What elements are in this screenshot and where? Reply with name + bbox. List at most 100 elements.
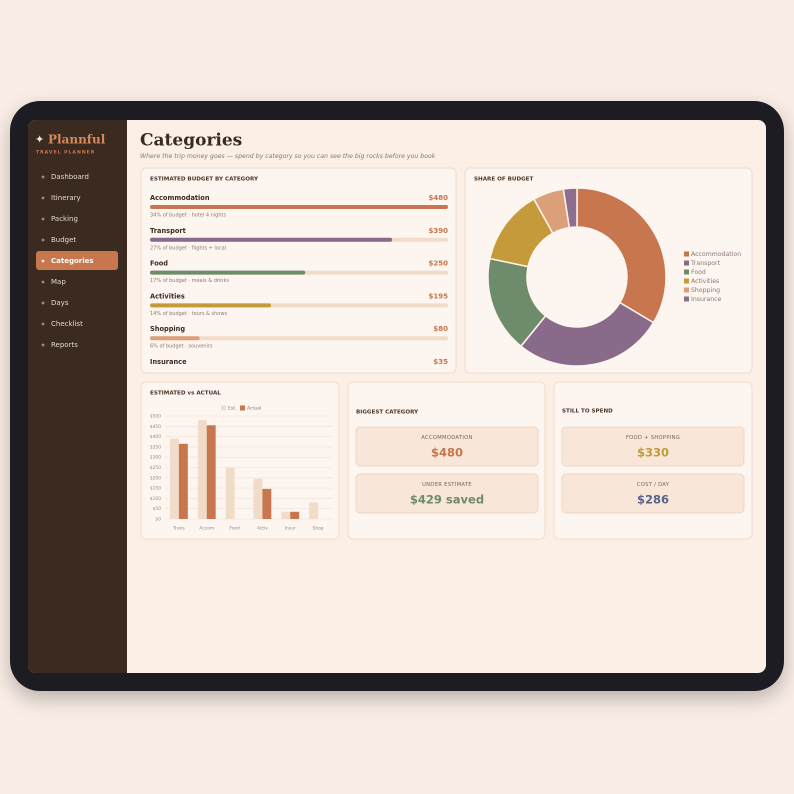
x-tick-label: Trans bbox=[172, 526, 185, 532]
bar bbox=[281, 511, 291, 519]
bar bbox=[150, 336, 200, 341]
bar bbox=[150, 303, 272, 308]
x-tick-label: Accom bbox=[199, 526, 214, 532]
page-subtitle: Where the trip money goes — spend by cat… bbox=[140, 152, 436, 160]
nav-item[interactable]: Categories bbox=[51, 257, 94, 265]
pie-slice bbox=[576, 187, 667, 324]
bar bbox=[178, 443, 188, 519]
value-label: $250 bbox=[429, 260, 449, 268]
legend-swatch bbox=[221, 405, 226, 411]
stat-label: COST / DAY bbox=[637, 482, 670, 488]
stat-card bbox=[355, 426, 539, 467]
bar-note: 14% of budget · tours & shows bbox=[150, 311, 227, 317]
y-tick-label: $400 bbox=[150, 434, 161, 440]
nav-dot bbox=[41, 217, 45, 221]
legend-label: Est. bbox=[228, 406, 237, 412]
nav-dot bbox=[41, 322, 45, 326]
card bbox=[140, 381, 340, 540]
legend-label: Shopping bbox=[691, 287, 720, 294]
card-title: ESTIMATED vs ACTUAL bbox=[150, 391, 221, 397]
nav-item[interactable]: Checklist bbox=[51, 320, 83, 328]
bar bbox=[197, 420, 207, 519]
nav-dot bbox=[41, 280, 45, 284]
legend-label: Activities bbox=[691, 278, 719, 285]
card-title: BIGGEST CATEGORY bbox=[356, 410, 419, 416]
nav-dot bbox=[41, 301, 45, 305]
y-tick-label: $500 bbox=[150, 414, 161, 420]
stat-label: ACCOMMODATION bbox=[421, 435, 472, 441]
bar bbox=[225, 467, 235, 519]
nav-dot bbox=[41, 196, 45, 200]
value-label: $390 bbox=[429, 227, 449, 235]
value-label: $35 bbox=[433, 358, 448, 366]
legend-label: Transport bbox=[690, 260, 721, 267]
bar-track bbox=[150, 336, 448, 341]
logo-star: ✦ bbox=[35, 133, 44, 146]
legend-swatch bbox=[684, 287, 689, 293]
legend-swatch bbox=[684, 278, 689, 284]
x-tick-label: Shop bbox=[313, 526, 324, 532]
nav-dot bbox=[41, 259, 45, 263]
bar bbox=[150, 237, 393, 242]
logo: Plannful bbox=[48, 133, 106, 147]
card-title: ESTIMATED BUDGET BY CATEGORY bbox=[150, 177, 259, 183]
legend-label: Actual bbox=[247, 406, 261, 412]
nav-dot bbox=[41, 238, 45, 242]
bar bbox=[170, 438, 179, 519]
bar-note: 6% of budget · souvenirs bbox=[150, 344, 213, 350]
nav-item[interactable]: Days bbox=[51, 299, 69, 307]
bar-note: 27% of budget · flights + local bbox=[150, 245, 226, 251]
value-label: $480 bbox=[429, 194, 449, 202]
legend-label: Accommodation bbox=[691, 251, 741, 258]
stat-label: UNDER ESTIMATE bbox=[422, 482, 472, 488]
x-tick-label: Insur bbox=[285, 526, 296, 532]
category-name: Shopping bbox=[150, 325, 185, 333]
category-name: Insurance bbox=[150, 358, 187, 366]
y-tick-label: $100 bbox=[150, 496, 161, 502]
stat-value: $330 bbox=[637, 446, 669, 460]
y-tick-label: $200 bbox=[150, 475, 161, 481]
y-tick-label: $150 bbox=[150, 486, 161, 492]
nav-item[interactable]: Itinerary bbox=[51, 194, 81, 202]
nav-item[interactable]: Budget bbox=[51, 236, 76, 244]
nav-item[interactable]: Reports bbox=[51, 341, 78, 349]
x-tick-label: Food bbox=[229, 526, 240, 532]
nav-item[interactable]: Packing bbox=[51, 215, 78, 223]
y-tick-label: $50 bbox=[153, 506, 162, 512]
stat-card bbox=[561, 426, 745, 467]
bar bbox=[262, 488, 272, 519]
card-title: STILL TO SPEND bbox=[562, 409, 613, 415]
legend-swatch bbox=[684, 269, 689, 275]
card-title: SHARE OF BUDGET bbox=[474, 177, 534, 183]
category-name: Transport bbox=[150, 227, 186, 235]
bar-note: 17% of budget · meals & drinks bbox=[150, 278, 229, 284]
page-title: Categories bbox=[140, 131, 242, 151]
bar bbox=[150, 205, 448, 209]
tagline: TRAVEL PLANNER bbox=[36, 150, 95, 156]
y-tick-label: $0 bbox=[155, 517, 161, 523]
legend-label: Food bbox=[691, 269, 706, 276]
nav-item[interactable]: Map bbox=[51, 278, 66, 286]
y-tick-label: $250 bbox=[150, 465, 161, 471]
bar bbox=[253, 478, 263, 519]
category-name: Food bbox=[150, 260, 168, 268]
bar bbox=[309, 502, 319, 519]
content: ESTIMATED BUDGET BY CATEGORY Accommodatio… bbox=[150, 177, 745, 532]
stat-value: $429 saved bbox=[410, 493, 484, 507]
legend-swatch bbox=[684, 260, 689, 266]
legend-swatch bbox=[240, 405, 245, 411]
value-label: $195 bbox=[429, 292, 449, 300]
bar bbox=[206, 425, 216, 519]
stat-card bbox=[355, 473, 539, 514]
nav: Dashboard Itinerary Packing Budget Categorie… bbox=[36, 173, 118, 349]
value-label: $80 bbox=[433, 325, 448, 333]
stat-label: FOOD + SHOPPING bbox=[626, 435, 680, 441]
nav-item[interactable]: Dashboard bbox=[51, 173, 89, 181]
category-name: Accommodation bbox=[150, 194, 210, 202]
card bbox=[140, 167, 457, 374]
bar bbox=[150, 270, 306, 275]
nav-dot bbox=[41, 343, 45, 347]
nav-active bbox=[36, 251, 118, 270]
